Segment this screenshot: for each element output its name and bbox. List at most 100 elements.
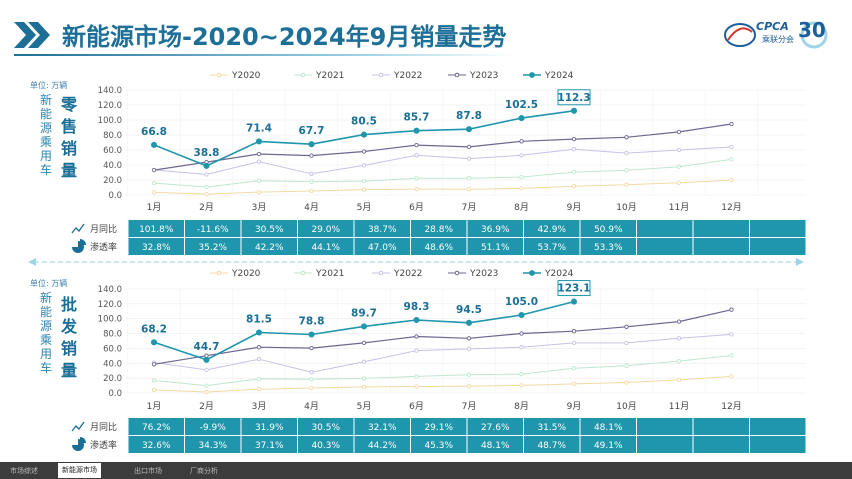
point-y2023 bbox=[624, 135, 629, 140]
y-tick-label: 20.0 bbox=[103, 176, 122, 186]
table-value: 34.3% bbox=[198, 441, 227, 451]
table-cell bbox=[241, 220, 297, 237]
data-label: 102.5 bbox=[505, 99, 538, 111]
series-line-y2021 bbox=[153, 355, 732, 387]
point-y2023 bbox=[414, 334, 419, 339]
point-y2024 bbox=[465, 319, 473, 326]
point-y2020 bbox=[571, 184, 577, 189]
side-label-char: 乘 bbox=[40, 333, 52, 347]
data-label: 112.3 bbox=[557, 92, 590, 104]
legend-label: Y2022 bbox=[393, 71, 422, 81]
point-y2021 bbox=[256, 376, 262, 382]
table-cell bbox=[128, 238, 184, 255]
tab-export-market[interactable]: 出口市场 bbox=[134, 467, 162, 475]
tab-maker-analysis[interactable]: 厂商分析 bbox=[190, 467, 218, 475]
table-cell bbox=[580, 238, 636, 255]
side-label-char: 新 bbox=[40, 92, 52, 107]
point-y2021 bbox=[256, 178, 262, 183]
unit-label: 单位: 万辆 bbox=[30, 278, 67, 288]
data-label-box bbox=[557, 280, 591, 297]
table-cell bbox=[185, 220, 241, 237]
data-label: 81.5 bbox=[246, 313, 272, 325]
table-value: 28.8% bbox=[424, 225, 453, 235]
legend-label: Y2023 bbox=[469, 71, 498, 81]
point-y2022 bbox=[676, 336, 682, 341]
legend-marker bbox=[529, 270, 535, 276]
trend-icon bbox=[71, 421, 85, 432]
table-cell bbox=[411, 220, 467, 237]
series-line-y2020 bbox=[153, 179, 732, 195]
point-y2020 bbox=[676, 180, 682, 185]
month-label: 1月 bbox=[147, 401, 162, 412]
month-label: 6月 bbox=[409, 202, 424, 213]
series-line-y2022 bbox=[153, 146, 732, 176]
point-y2020 bbox=[414, 186, 419, 192]
legend-marker bbox=[378, 72, 384, 78]
table-cell bbox=[298, 220, 354, 237]
point-y2020 bbox=[256, 387, 262, 392]
point-y2024 bbox=[308, 331, 315, 338]
tab-nev-market[interactable]: 新能源市场 bbox=[58, 463, 101, 478]
y-tick-label: 40.0 bbox=[103, 161, 122, 171]
page-title: 新能源市场-2020~2024年9月销量走势 bbox=[62, 23, 507, 51]
side-label-char: 车 bbox=[40, 360, 52, 375]
point-y2022 bbox=[571, 340, 577, 346]
y-tick-label: 140.0 bbox=[98, 86, 122, 96]
y-tick-label: 100.0 bbox=[98, 116, 122, 126]
tab-market-overview[interactable]: 市场综述 bbox=[10, 467, 38, 475]
row-label-cell bbox=[70, 418, 128, 435]
data-label: 66.8 bbox=[141, 126, 167, 138]
point-y2022 bbox=[729, 144, 734, 150]
point-y2022 bbox=[676, 147, 682, 153]
table-value: 32.8% bbox=[142, 243, 171, 253]
point-y2020 bbox=[624, 182, 629, 187]
month-label: 9月 bbox=[567, 202, 582, 213]
point-y2021 bbox=[676, 164, 682, 169]
data-label: 87.8 bbox=[456, 110, 482, 122]
table-value: 40.3% bbox=[311, 441, 340, 451]
month-label: 10月 bbox=[616, 401, 636, 412]
table-cell bbox=[750, 238, 806, 255]
legend-marker bbox=[216, 270, 222, 276]
table-cell bbox=[411, 418, 467, 435]
charts-canvas: 单位: 万辆新能源乘用车零售销量140.0120.0100.080.060.04… bbox=[28, 71, 806, 453]
month-label: 2月 bbox=[199, 401, 214, 412]
table-cell bbox=[467, 436, 523, 453]
table-value: 44.1% bbox=[311, 243, 340, 253]
month-label: 9月 bbox=[567, 401, 582, 412]
month-label: 11月 bbox=[669, 202, 689, 213]
point-y2020 bbox=[309, 385, 314, 391]
point-y2021 bbox=[414, 374, 419, 379]
table-cell bbox=[354, 418, 410, 435]
unit-label: 单位: 万辆 bbox=[30, 80, 67, 90]
point-y2022 bbox=[414, 348, 419, 353]
legend-label: Y2021 bbox=[315, 269, 344, 279]
divider-arrow-left bbox=[28, 258, 36, 266]
table-cell bbox=[411, 238, 467, 255]
row-label-cell bbox=[70, 220, 128, 237]
table-cell bbox=[750, 436, 806, 453]
point-y2022 bbox=[466, 346, 472, 352]
point-y2023 bbox=[361, 340, 367, 346]
month-label: 8月 bbox=[514, 202, 529, 213]
data-label: 98.3 bbox=[404, 301, 430, 313]
table-value: -11.6% bbox=[197, 225, 229, 235]
point-y2021 bbox=[151, 180, 157, 186]
data-label: 80.5 bbox=[351, 116, 377, 128]
point-y2023 bbox=[309, 153, 314, 158]
legend-marker bbox=[454, 270, 460, 276]
table-cell bbox=[241, 238, 297, 255]
point-y2021 bbox=[361, 178, 367, 184]
data-label: 105.0 bbox=[505, 296, 538, 308]
data-label: 85.7 bbox=[404, 112, 430, 124]
side-label-char: 用 bbox=[40, 149, 52, 163]
data-label: 44.7 bbox=[194, 341, 220, 353]
table-cell bbox=[637, 238, 693, 255]
side-label-char: 乘 bbox=[40, 135, 52, 149]
table-cell bbox=[241, 436, 297, 453]
data-label: 67.7 bbox=[299, 125, 325, 137]
table-value: 53.3% bbox=[594, 243, 623, 253]
table-value: 48.1% bbox=[594, 423, 623, 433]
point-y2024 bbox=[360, 323, 368, 330]
table-value: 45.3% bbox=[424, 441, 453, 451]
